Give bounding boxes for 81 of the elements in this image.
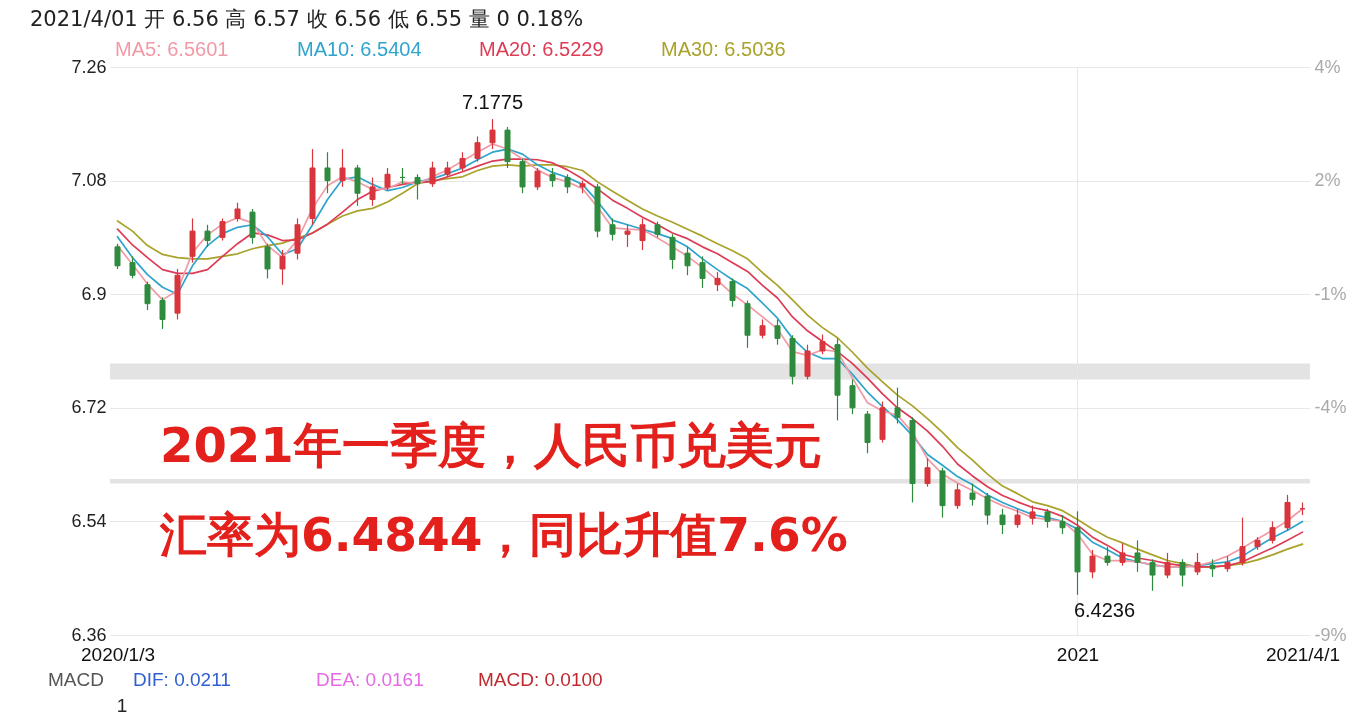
y2-tick-label: -1% (1314, 283, 1347, 304)
candlestick (1194, 552, 1201, 576)
candlestick (969, 482, 976, 507)
candlestick (1089, 549, 1096, 579)
x-tick-label: 2020/1/3 (81, 643, 155, 665)
candlestick (114, 243, 121, 270)
x-tick-label: 2021/4/1 (1266, 643, 1340, 665)
candlestick (474, 135, 481, 163)
candlestick (414, 173, 421, 201)
candlestick (489, 118, 496, 150)
candlestick (624, 224, 631, 248)
candlestick (1044, 508, 1051, 529)
candlestick (234, 202, 241, 223)
candlestick (1149, 558, 1156, 592)
candlestick (1179, 558, 1186, 587)
y2-tick-label: 2% (1314, 170, 1341, 191)
candlestick (609, 217, 616, 242)
candlestick (1119, 542, 1126, 567)
candlestick (924, 457, 931, 488)
annotation: 7.1775 (461, 91, 524, 114)
y-tick-label: 6.36 (71, 624, 107, 645)
candlestick (639, 217, 646, 251)
candlestick (819, 333, 826, 355)
candlestick (1239, 517, 1246, 567)
candlestick (279, 249, 286, 286)
text: MA30: 6.5036 (661, 38, 786, 60)
annotation: 汇率为6.4844，同比升值7.6% (159, 507, 848, 562)
candlestick (159, 296, 166, 330)
candlestick (219, 217, 226, 242)
candlestick (324, 151, 331, 194)
candlestick (1269, 520, 1276, 545)
text: DIF: 0.0211 (133, 669, 231, 690)
candlestick (384, 167, 391, 191)
candlestick (774, 318, 781, 346)
text: 1 (116, 695, 128, 716)
text: MACD: 0.0100 (478, 669, 603, 690)
candlestick (849, 378, 856, 415)
candlestick (534, 167, 541, 191)
candlestick (1059, 514, 1066, 535)
candlestick (144, 280, 151, 311)
candlestick (564, 173, 571, 194)
candlestick (1029, 505, 1036, 526)
candlestick (669, 233, 676, 270)
candlestick (699, 255, 706, 289)
text: MACD (48, 669, 104, 690)
text: 2021/4/01 开 6.56 高 6.57 收 6.56 低 6.55 量 0 0.18% (30, 7, 584, 31)
annotation: 6.4236 (1073, 598, 1136, 621)
y-tick-label: 6.72 (71, 397, 107, 418)
text: MA10: 6.5404 (297, 38, 422, 60)
candlestick (459, 151, 466, 172)
text: DEA: 0.0161 (316, 669, 424, 690)
candlestick (549, 167, 556, 188)
candlestick (999, 508, 1006, 535)
candlestick (1104, 546, 1111, 567)
candlestick (759, 318, 766, 339)
text: MA20: 6.5229 (479, 38, 604, 60)
y-tick-label: 7.26 (71, 56, 107, 77)
candlestick (129, 255, 136, 280)
candlestick (984, 492, 991, 526)
candlestick (729, 277, 736, 308)
candlestick (1014, 508, 1021, 529)
annotation: 2021年一季度，人民币兑美元 (160, 417, 822, 473)
candlestick (369, 176, 376, 207)
candlestick (954, 482, 961, 510)
y-tick-label: 6.54 (71, 510, 107, 531)
candlestick (1164, 552, 1171, 579)
text: MA5: 6.5601 (115, 38, 229, 60)
candlestick (894, 387, 901, 425)
candlestick (339, 148, 346, 188)
candlestick (429, 161, 436, 188)
candlestick (1134, 539, 1141, 573)
y-tick-label: 7.08 (71, 170, 107, 191)
x-tick-label: 2021 (1056, 643, 1100, 665)
y2-tick-label: 4% (1314, 56, 1341, 77)
y2-tick-label: -4% (1314, 397, 1347, 418)
candlestick (204, 224, 211, 248)
y2-tick-label: -9% (1314, 624, 1347, 645)
candlestick (714, 271, 721, 292)
y-tick-label: 6.9 (81, 283, 107, 304)
candlestick (684, 246, 691, 276)
candlestick (264, 243, 271, 280)
